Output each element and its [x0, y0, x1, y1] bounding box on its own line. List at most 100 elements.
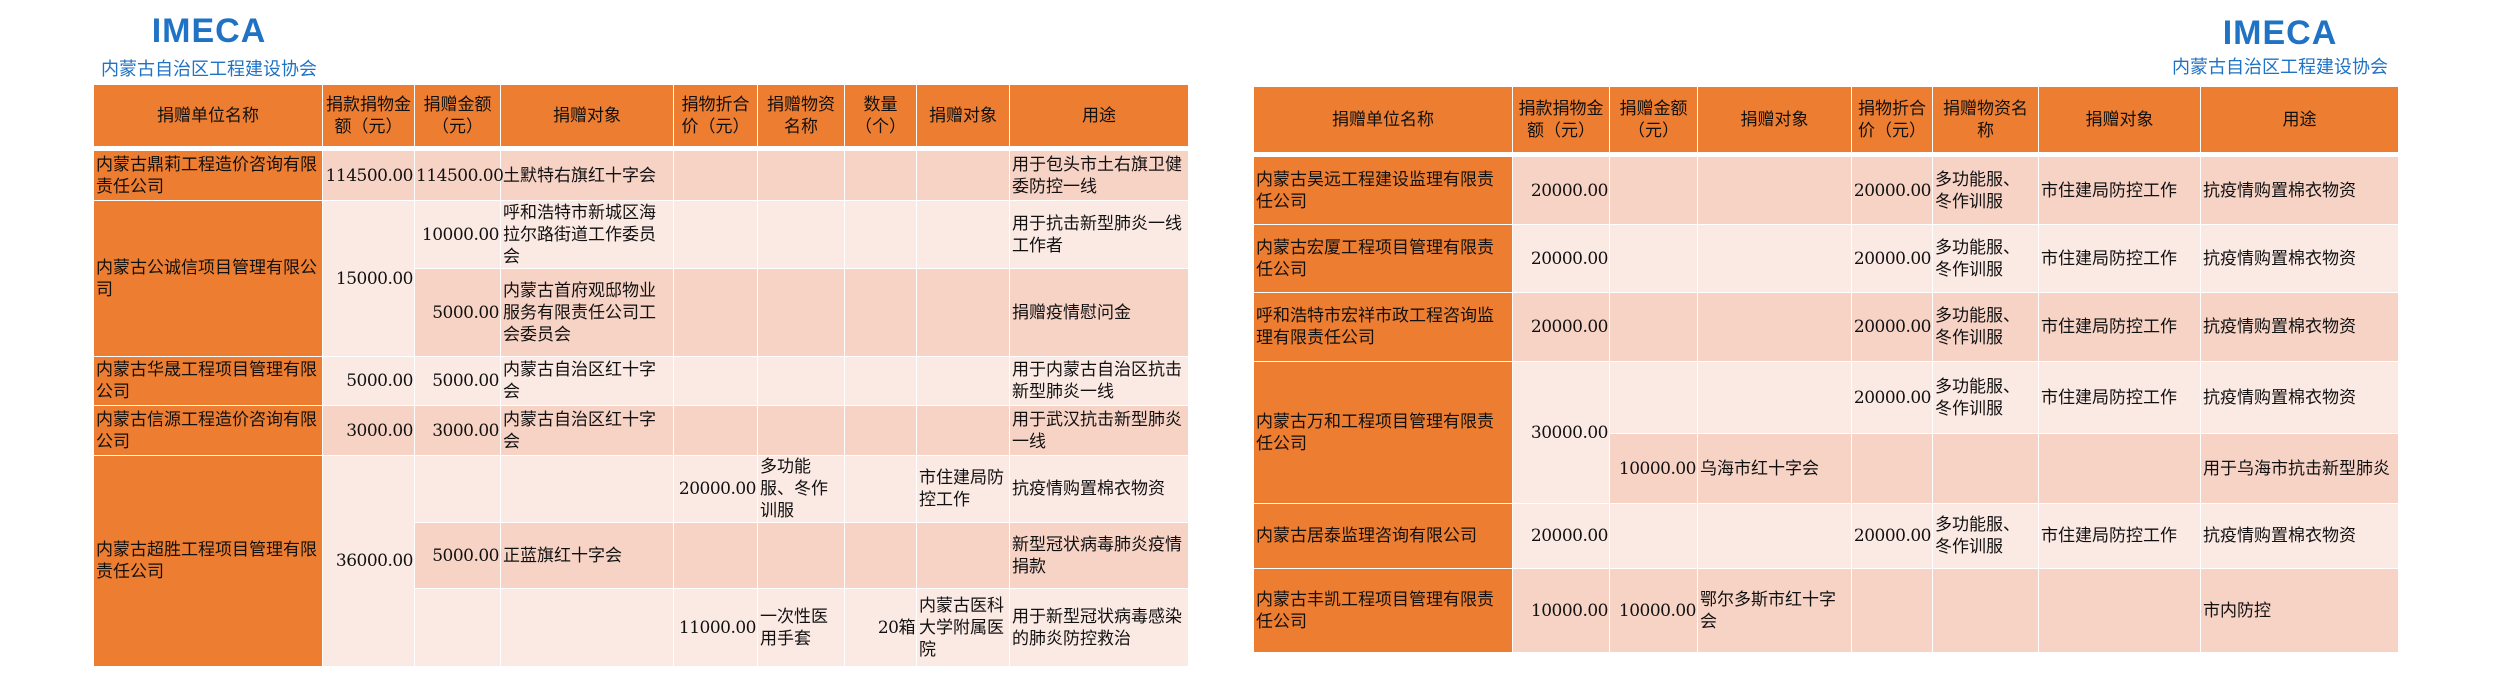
table-row: 5000.00 内蒙古首府观邸物业服务有限责任公司工会委员会 捐赠疫情慰问金	[94, 269, 1189, 357]
donation-table-left: 捐赠单位名称 捐款捐物金额（元） 捐赠金额（元） 捐赠对象 捐物折合价（元） 捐赠物资名称…	[94, 85, 1189, 667]
cash-amount-cell: 5000.00	[415, 357, 501, 406]
total-amount-cell: 30000.00	[1513, 362, 1610, 504]
column-header: 捐赠对象	[1698, 87, 1852, 157]
cash-amount-cell	[415, 589, 501, 667]
cash-amount-cell	[415, 456, 501, 523]
table-row: 内蒙古公诚信项目管理有限公司 15000.00 10000.00 呼和浩特市新城区海拉…	[94, 201, 1189, 357]
table-row: 内蒙古昊远工程建设监理有限责任公司 20000.00 20000.00 多功能服、冬作…	[1254, 157, 2399, 225]
column-header: 用途	[1010, 85, 1189, 151]
goods-name-cell	[758, 406, 845, 456]
purpose-cell: 用于内蒙古自治区抗击新型肺炎一线	[1010, 357, 1189, 406]
donor-name-cell: 内蒙古公诚信项目管理有限公司	[94, 201, 323, 357]
goods-name-cell: 一次性医用手套	[758, 589, 845, 667]
goods-name-cell	[758, 357, 845, 406]
cash-recipient-cell: 正蓝旗红十字会	[501, 523, 674, 589]
goods-name-cell: 多功能服、冬作训服	[1933, 293, 2039, 362]
goods-name-cell	[1933, 569, 2039, 653]
cash-recipient-cell	[501, 589, 674, 667]
brand-name: IMECA	[151, 12, 267, 50]
cash-recipient-cell: 土默特右旗红十字会	[501, 151, 674, 201]
donor-name-cell: 内蒙古居泰监理咨询有限公司	[1254, 504, 1513, 569]
purpose-cell: 用于新型冠状病毒感染的肺炎防控救治	[1010, 589, 1189, 667]
goods-recipient-cell	[2039, 434, 2201, 504]
total-amount-cell: 10000.00	[1513, 569, 1610, 653]
cash-recipient-cell	[1698, 157, 1852, 225]
table-row: 11000.00 一次性医用手套 20箱 内蒙古医科大学附属医院 用于新型冠状病毒感染的…	[94, 589, 1189, 667]
donor-name-cell: 内蒙古华晟工程项目管理有限公司	[94, 357, 323, 406]
purpose-cell: 用于武汉抗击新型肺炎一线	[1010, 406, 1189, 456]
header-row: 捐赠单位名称 捐款捐物金额（元） 捐赠金额（元） 捐赠对象 捐物折合价（元） 捐赠物资名称…	[94, 85, 1189, 151]
goods-value-cell	[674, 151, 758, 201]
goods-value-cell: 20000.00	[1852, 504, 1933, 569]
org-name: 内蒙古自治区工程建设协会	[101, 59, 317, 80]
purpose-cell: 抗疫情购置棉衣物资	[2201, 293, 2399, 362]
purpose-cell: 抗疫情购置棉衣物资	[2201, 362, 2399, 434]
table-body: 内蒙古鼎莉工程造价咨询有限责任公司 114500.00 114500.00 土默特右旗…	[94, 151, 1189, 667]
column-header: 捐赠对象	[501, 85, 674, 151]
goods-name-cell: 多功能服、冬作训服	[1933, 362, 2039, 434]
column-header: 捐赠金额（元）	[415, 85, 501, 151]
column-header: 捐物折合价（元）	[1852, 87, 1933, 157]
table-row: 内蒙古丰凯工程项目管理有限责任公司 10000.00 10000.00 鄂尔多斯市红十…	[1254, 569, 2399, 653]
column-header: 捐赠金额（元）	[1610, 87, 1698, 157]
quantity-cell	[845, 151, 917, 201]
goods-recipient-cell: 市住建局防控工作	[2039, 504, 2201, 569]
cash-amount-cell	[1610, 293, 1698, 362]
table-row: 10000.00 乌海市红十字会 用于乌海市抗击新型肺炎	[1254, 434, 2399, 504]
cash-recipient-cell: 内蒙古自治区红十字会	[501, 406, 674, 456]
goods-recipient-cell: 市住建局防控工作	[2039, 362, 2201, 434]
goods-recipient-cell: 市住建局防控工作	[917, 456, 1010, 523]
org-name: 内蒙古自治区工程建设协会	[2172, 57, 2388, 78]
column-header: 捐赠单位名称	[94, 85, 323, 151]
column-header: 捐款捐物金额（元）	[1513, 87, 1610, 157]
goods-value-cell: 20000.00	[1852, 157, 1933, 225]
donor-name-cell: 内蒙古信源工程造价咨询有限公司	[94, 406, 323, 456]
goods-recipient-cell	[917, 201, 1010, 269]
cash-recipient-cell: 内蒙古自治区红十字会	[501, 357, 674, 406]
cash-recipient-cell	[1698, 362, 1852, 434]
goods-value-cell: 20000.00	[674, 456, 758, 523]
goods-name-cell	[758, 269, 845, 357]
cash-amount-cell: 5000.00	[415, 523, 501, 589]
purpose-cell: 用于抗击新型肺炎一线工作者	[1010, 201, 1189, 269]
purpose-cell: 抗疫情购置棉衣物资	[2201, 157, 2399, 225]
donor-name-cell: 内蒙古万和工程项目管理有限责任公司	[1254, 362, 1513, 504]
goods-recipient-cell: 市住建局防控工作	[2039, 157, 2201, 225]
donor-name-cell: 内蒙古鼎莉工程造价咨询有限责任公司	[94, 151, 323, 201]
goods-value-cell	[674, 201, 758, 269]
quantity-cell	[845, 357, 917, 406]
cash-amount-cell: 10000.00	[1610, 569, 1698, 653]
column-header: 捐赠物资名称	[758, 85, 845, 151]
purpose-cell: 捐赠疫情慰问金	[1010, 269, 1189, 357]
cash-amount-cell: 114500.00	[415, 151, 504, 201]
donation-table-right: 捐赠单位名称 捐款捐物金额（元） 捐赠金额（元） 捐赠对象 捐物折合价（元） 捐赠物资名称…	[1254, 87, 2399, 653]
goods-recipient-cell	[2039, 569, 2201, 653]
goods-name-cell: 多功能服、冬作训服	[758, 456, 845, 523]
goods-name-cell: 多功能服、冬作训服	[1933, 157, 2039, 225]
total-amount-cell: 15000.00	[323, 201, 415, 357]
total-amount-cell: 20000.00	[1513, 293, 1610, 362]
donor-name-cell: 内蒙古昊远工程建设监理有限责任公司	[1254, 157, 1513, 225]
quantity-cell	[845, 406, 917, 456]
column-header: 数量（个）	[845, 85, 917, 151]
goods-recipient-cell	[917, 151, 1010, 201]
goods-name-cell	[1933, 434, 2039, 504]
cash-amount-cell	[1610, 504, 1698, 569]
table-row: 5000.00 正蓝旗红十字会 新型冠状病毒肺炎疫情捐款	[94, 523, 1189, 589]
table-row: 内蒙古超胜工程项目管理有限责任公司 36000.00 20000.00 多功能服、冬作…	[94, 456, 1189, 667]
table-row: 内蒙古万和工程项目管理有限责任公司 30000.00 20000.00 多功能服、冬作…	[1254, 362, 2399, 504]
cash-recipient-cell: 呼和浩特市新城区海拉尔路街道工作委员会	[501, 201, 674, 269]
cash-recipient-cell: 内蒙古首府观邸物业服务有限责任公司工会委员会	[501, 269, 674, 357]
goods-recipient-cell	[917, 523, 1010, 589]
cash-recipient-cell: 鄂尔多斯市红十字会	[1698, 569, 1852, 653]
table-row: 呼和浩特市宏祥市政工程咨询监理有限责任公司 20000.00 20000.00 多功能…	[1254, 293, 2399, 362]
cash-amount-cell	[1610, 157, 1698, 225]
column-header: 捐款捐物金额（元）	[323, 85, 415, 151]
total-amount-cell: 20000.00	[1513, 157, 1610, 225]
purpose-cell: 抗疫情购置棉衣物资	[2201, 504, 2399, 569]
goods-value-cell	[674, 269, 758, 357]
purpose-cell: 抗疫情购置棉衣物资	[1010, 456, 1189, 523]
column-header: 捐赠物资名称	[1933, 87, 2039, 157]
donor-name-cell: 内蒙古丰凯工程项目管理有限责任公司	[1254, 569, 1513, 653]
goods-name-cell	[758, 151, 845, 201]
